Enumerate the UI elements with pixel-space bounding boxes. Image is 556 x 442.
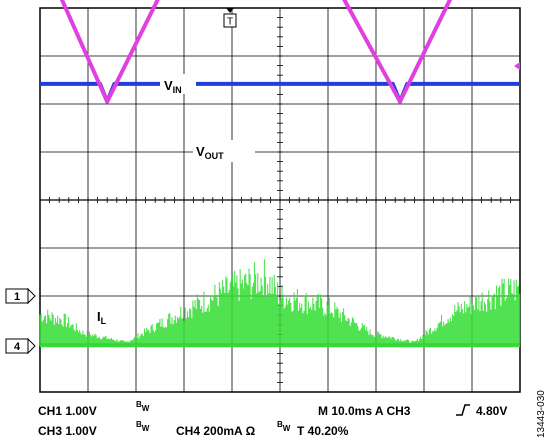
readout-line1-bw: BW (136, 400, 149, 413)
figure-id: 13443-030 (536, 390, 547, 438)
il-label-main: I (97, 309, 101, 324)
il-label-sub: L (101, 316, 107, 326)
trigger-slope-icon (456, 404, 470, 416)
readout-line1-bw-pre: B (136, 400, 142, 409)
readout-line2-bw-sub: W (141, 424, 150, 433)
vin-trace (59, 0, 453, 104)
trigger-marker: T (223, 8, 237, 28)
readout-line2-mid: CH4 200mA Ω (176, 424, 256, 438)
channel-marker-4-label: 4 (14, 341, 21, 353)
readout-line1-trigger-level: 4.80V (476, 404, 508, 418)
vin-label-main: V (164, 78, 173, 93)
il-label: IL (94, 306, 116, 328)
svg-text:IL: IL (97, 309, 107, 326)
trigger-marker-label: T (227, 17, 233, 28)
vin-label: VIN (160, 74, 196, 95)
lower-panel (39, 259, 521, 348)
readout-line2-bw-pre: B (136, 420, 142, 429)
readout-line2-bw: BW (136, 420, 149, 433)
readout-line2-mid-bw: BW (277, 420, 290, 433)
readout-line1-right: M 10.0ms A CH3 (318, 404, 411, 418)
readout-line2-left: CH3 1.00V (38, 424, 97, 438)
vin-offscreen-marker (514, 62, 520, 70)
svg-text:VIN: VIN (164, 78, 182, 95)
vin-label-sub: IN (173, 85, 182, 95)
vout-label-sub: OUT (205, 151, 225, 161)
channel-marker-1: 1 (5, 287, 36, 305)
readout-line2-mid-bw-sub: W (282, 424, 291, 433)
upper-panel (40, 0, 520, 104)
vout-label-main: V (196, 144, 205, 159)
readout-line1-left: CH1 1.00V (38, 404, 97, 418)
readout-line1-bw-sub: W (141, 404, 150, 413)
channel-marker-4: 4 (5, 337, 36, 355)
readout-line2-right: T 40.20% (297, 424, 349, 438)
readout-line2-mid-bw-pre: B (277, 420, 283, 429)
svg-text:VOUT: VOUT (196, 144, 224, 161)
channel-marker-1-label: 1 (14, 291, 20, 303)
vout-label: VOUT (193, 140, 255, 162)
il-trace (39, 259, 521, 346)
